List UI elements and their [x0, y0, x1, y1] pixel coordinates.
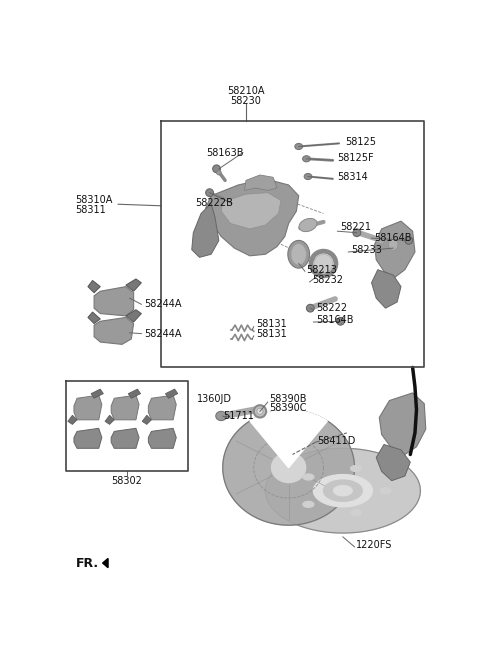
Text: 58311: 58311 [75, 205, 106, 215]
Ellipse shape [389, 238, 398, 251]
Text: 58244A: 58244A [144, 329, 181, 338]
Polygon shape [142, 415, 152, 424]
Polygon shape [74, 395, 102, 420]
Text: 58221: 58221 [340, 222, 372, 232]
Text: 58244A: 58244A [144, 299, 181, 310]
Ellipse shape [288, 240, 310, 268]
Polygon shape [265, 448, 420, 533]
Text: 58125F: 58125F [337, 153, 374, 163]
Polygon shape [221, 193, 281, 229]
Polygon shape [376, 445, 410, 481]
Ellipse shape [206, 189, 214, 197]
Polygon shape [126, 279, 142, 291]
Polygon shape [372, 270, 401, 308]
Polygon shape [126, 310, 142, 322]
Ellipse shape [257, 408, 263, 415]
Text: FR.: FR. [75, 556, 98, 569]
Polygon shape [379, 393, 426, 455]
Polygon shape [313, 474, 372, 507]
Polygon shape [94, 318, 133, 344]
Ellipse shape [306, 304, 314, 312]
Polygon shape [192, 203, 219, 257]
Text: 58310A: 58310A [75, 195, 113, 205]
Text: 58411D: 58411D [317, 436, 356, 445]
Polygon shape [103, 558, 108, 567]
Polygon shape [303, 501, 314, 507]
Text: 58131: 58131 [256, 319, 287, 329]
Text: 58163B: 58163B [206, 148, 243, 157]
Polygon shape [88, 281, 100, 293]
Polygon shape [88, 312, 100, 323]
Ellipse shape [216, 411, 227, 420]
Text: 58210A: 58210A [227, 87, 265, 96]
Polygon shape [74, 428, 102, 448]
Text: 58390B: 58390B [269, 394, 307, 404]
Polygon shape [334, 485, 352, 496]
Text: 58213: 58213 [306, 264, 337, 275]
Polygon shape [380, 487, 391, 493]
Polygon shape [223, 410, 355, 525]
Polygon shape [206, 179, 299, 256]
Polygon shape [303, 474, 314, 480]
Text: 58222B: 58222B [196, 199, 233, 209]
Polygon shape [375, 221, 415, 277]
Ellipse shape [213, 165, 220, 173]
Ellipse shape [299, 218, 317, 232]
Polygon shape [105, 415, 114, 424]
Polygon shape [350, 510, 361, 516]
Polygon shape [350, 466, 361, 472]
Polygon shape [244, 175, 277, 190]
Polygon shape [91, 389, 103, 398]
Polygon shape [68, 415, 77, 424]
Text: 58230: 58230 [230, 96, 262, 106]
Text: 51711: 51711 [223, 411, 253, 421]
Polygon shape [272, 453, 306, 482]
Polygon shape [166, 389, 178, 398]
Ellipse shape [353, 229, 360, 237]
Text: 1360JD: 1360JD [197, 394, 232, 404]
Ellipse shape [216, 171, 221, 175]
Ellipse shape [314, 255, 333, 273]
Text: 1220FS: 1220FS [356, 541, 393, 550]
Ellipse shape [336, 318, 345, 325]
Ellipse shape [304, 173, 312, 180]
Text: 58164B: 58164B [374, 233, 411, 243]
Polygon shape [111, 428, 139, 448]
Polygon shape [128, 389, 141, 398]
Text: 58390C: 58390C [269, 403, 307, 413]
Ellipse shape [291, 243, 306, 265]
Ellipse shape [295, 144, 302, 150]
Text: 58222: 58222 [316, 303, 347, 313]
Ellipse shape [302, 155, 311, 162]
Ellipse shape [254, 405, 266, 417]
Text: 58125: 58125 [345, 137, 376, 147]
Polygon shape [148, 395, 176, 420]
Polygon shape [250, 410, 327, 468]
Polygon shape [324, 480, 362, 501]
Text: 58232: 58232 [312, 276, 344, 285]
Text: 58131: 58131 [256, 329, 287, 338]
Polygon shape [148, 428, 176, 448]
Text: 58233: 58233 [351, 245, 382, 255]
Text: 58314: 58314 [337, 173, 368, 182]
Text: 58164B: 58164B [316, 315, 353, 325]
Text: 58302: 58302 [111, 476, 142, 486]
Ellipse shape [405, 237, 413, 244]
Polygon shape [111, 395, 139, 420]
Polygon shape [94, 287, 133, 316]
